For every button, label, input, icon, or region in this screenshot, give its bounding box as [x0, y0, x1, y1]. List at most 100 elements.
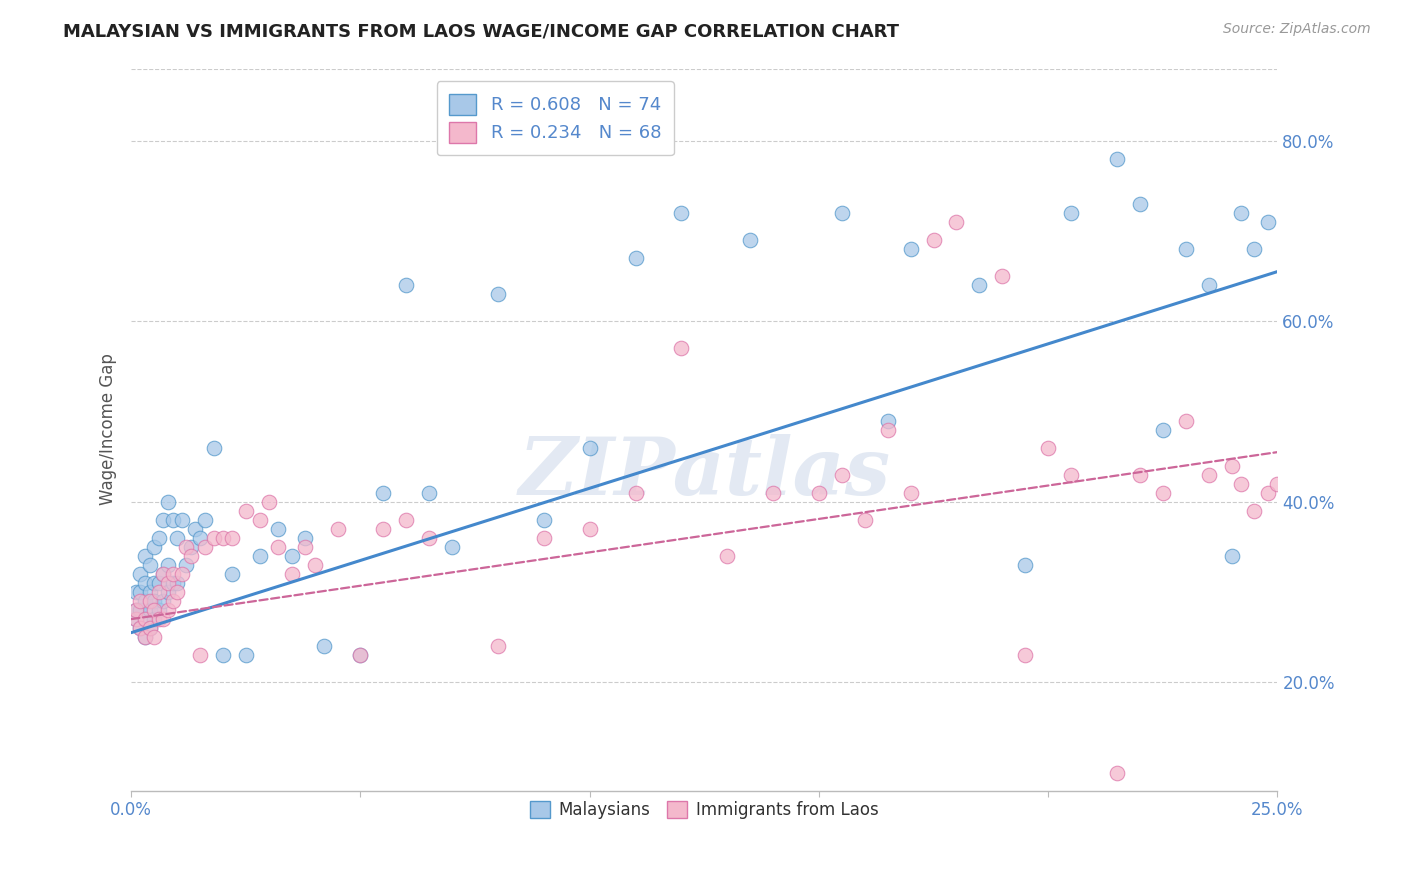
Point: [312, 639, 335, 653]
Point: [162, 566, 184, 581]
Point: [125, 603, 148, 617]
Point: [1243, 504, 1265, 518]
Point: [134, 630, 156, 644]
Point: [349, 648, 371, 663]
Point: [418, 531, 440, 545]
Point: [152, 594, 174, 608]
Point: [194, 513, 217, 527]
Point: [143, 576, 166, 591]
Point: [257, 495, 280, 509]
Point: [304, 558, 326, 572]
Point: [162, 513, 184, 527]
Point: [129, 585, 152, 599]
Point: [249, 513, 271, 527]
Point: [180, 540, 202, 554]
Point: [162, 594, 184, 608]
Point: [152, 612, 174, 626]
Point: [441, 540, 464, 554]
Point: [853, 513, 876, 527]
Point: [280, 549, 302, 563]
Point: [148, 603, 170, 617]
Point: [184, 522, 207, 536]
Point: [418, 485, 440, 500]
Point: [1174, 242, 1197, 256]
Point: [166, 585, 188, 599]
Point: [156, 558, 179, 572]
Point: [138, 603, 160, 617]
Point: [1275, 467, 1298, 482]
Point: [156, 576, 179, 591]
Point: [152, 513, 174, 527]
Point: [170, 566, 193, 581]
Point: [1105, 765, 1128, 780]
Point: [395, 278, 418, 293]
Text: ZIPatlas: ZIPatlas: [519, 434, 890, 512]
Point: [152, 566, 174, 581]
Point: [134, 594, 156, 608]
Point: [969, 278, 991, 293]
Point: [235, 504, 257, 518]
Point: [138, 621, 160, 635]
Point: [1198, 467, 1220, 482]
Point: [143, 540, 166, 554]
Point: [1198, 278, 1220, 293]
Point: [170, 513, 193, 527]
Point: [326, 522, 349, 536]
Point: [1036, 441, 1059, 455]
Point: [1014, 558, 1036, 572]
Point: [156, 603, 179, 617]
Point: [807, 485, 830, 500]
Point: [373, 522, 395, 536]
Point: [945, 215, 967, 229]
Point: [740, 233, 762, 247]
Point: [143, 612, 166, 626]
Point: [212, 531, 235, 545]
Point: [1060, 467, 1083, 482]
Point: [125, 585, 148, 599]
Point: [395, 513, 418, 527]
Point: [1060, 206, 1083, 220]
Point: [533, 531, 555, 545]
Point: [129, 621, 152, 635]
Text: Source: ZipAtlas.com: Source: ZipAtlas.com: [1223, 22, 1371, 37]
Point: [148, 531, 170, 545]
Point: [152, 566, 174, 581]
Point: [671, 342, 693, 356]
Point: [991, 269, 1014, 284]
Point: [1129, 197, 1152, 211]
Point: [831, 467, 853, 482]
Point: [134, 630, 156, 644]
Point: [249, 549, 271, 563]
Point: [831, 206, 853, 220]
Point: [125, 612, 148, 626]
Point: [1152, 485, 1174, 500]
Point: [134, 612, 156, 626]
Point: [221, 531, 243, 545]
Point: [294, 540, 316, 554]
Point: [180, 549, 202, 563]
Point: [129, 603, 152, 617]
Point: [143, 603, 166, 617]
Point: [716, 549, 738, 563]
Point: [876, 413, 898, 427]
Point: [162, 576, 184, 591]
Point: [143, 630, 166, 644]
Point: [138, 585, 160, 599]
Point: [134, 576, 156, 591]
Legend: Malaysians, Immigrants from Laos: Malaysians, Immigrants from Laos: [523, 794, 884, 826]
Point: [578, 441, 600, 455]
Point: [1220, 549, 1243, 563]
Point: [148, 612, 170, 626]
Point: [624, 485, 647, 500]
Point: [671, 206, 693, 220]
Point: [202, 531, 225, 545]
Point: [1229, 476, 1251, 491]
Point: [267, 522, 290, 536]
Point: [373, 485, 395, 500]
Point: [125, 612, 148, 626]
Point: [578, 522, 600, 536]
Point: [235, 648, 257, 663]
Point: [1243, 242, 1265, 256]
Point: [876, 423, 898, 437]
Point: [1267, 476, 1289, 491]
